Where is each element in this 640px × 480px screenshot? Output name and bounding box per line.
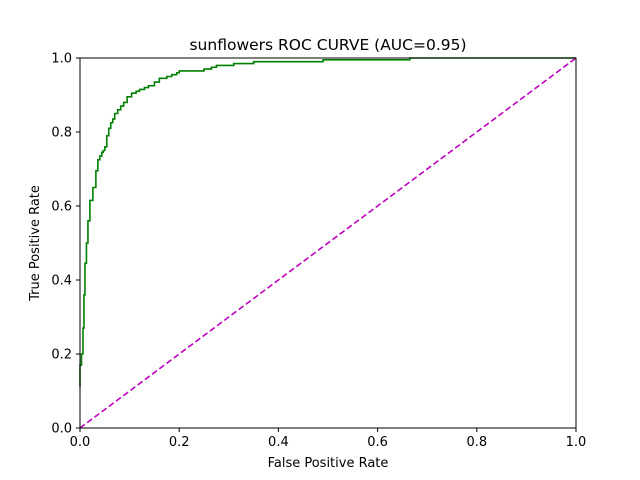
y-axis-ticks: 0.0 0.2 0.4 0.6 0.8 1.0 xyxy=(51,52,80,437)
y-tick-label: 0.0 xyxy=(51,422,72,437)
plot-area xyxy=(79,57,577,429)
y-axis-label: True Positive Rate xyxy=(28,185,43,302)
x-axis-label: False Positive Rate xyxy=(268,456,389,471)
plot-frame xyxy=(79,57,577,429)
x-tick-label: 0.2 xyxy=(169,435,190,450)
x-axis-ticks: 0.0 0.2 0.4 0.6 0.8 1.0 xyxy=(70,428,587,450)
y-tick-label: 0.2 xyxy=(51,348,72,363)
y-tick-label: 1.0 xyxy=(51,52,72,67)
chart-title: sunflowers ROC CURVE (AUC=0.95) xyxy=(189,36,466,54)
x-tick-label: 1.0 xyxy=(566,435,587,450)
x-tick-label: 0.6 xyxy=(367,435,388,450)
y-tick-label: 0.4 xyxy=(51,274,72,289)
chance-diagonal-line xyxy=(79,57,577,429)
roc-curve-line xyxy=(79,57,576,388)
x-tick-label: 0.4 xyxy=(268,435,289,450)
x-tick-label: 0.8 xyxy=(466,435,487,450)
y-tick-label: 0.8 xyxy=(51,126,72,141)
x-tick-label: 0.0 xyxy=(70,435,91,450)
y-tick-label: 0.6 xyxy=(51,200,72,215)
series-layer xyxy=(79,57,577,429)
